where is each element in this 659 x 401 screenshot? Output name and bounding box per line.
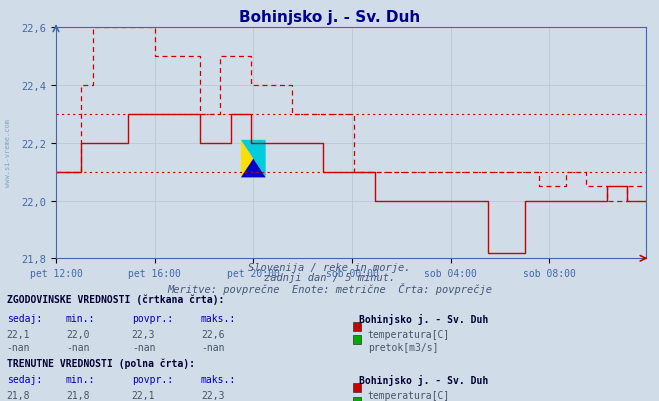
- Text: povpr.:: povpr.:: [132, 313, 173, 323]
- Text: www.si-vreme.com: www.si-vreme.com: [5, 118, 11, 186]
- Text: temperatura[C]: temperatura[C]: [368, 390, 450, 400]
- Text: 22,1: 22,1: [132, 390, 156, 400]
- Text: temperatura[C]: temperatura[C]: [368, 329, 450, 339]
- Text: min.:: min.:: [66, 374, 96, 384]
- Text: min.:: min.:: [66, 313, 96, 323]
- Text: 22,6: 22,6: [201, 329, 225, 339]
- Text: Bohinjsko j. - Sv. Duh: Bohinjsko j. - Sv. Duh: [359, 374, 488, 385]
- Text: ZGODOVINSKE VREDNOSTI (črtkana črta):: ZGODOVINSKE VREDNOSTI (črtkana črta):: [7, 294, 224, 304]
- Polygon shape: [241, 140, 266, 178]
- Text: 22,0: 22,0: [66, 329, 90, 339]
- Text: TRENUTNE VREDNOSTI (polna črta):: TRENUTNE VREDNOSTI (polna črta):: [7, 358, 194, 369]
- Text: zadnji dan / 5 minut.: zadnji dan / 5 minut.: [264, 272, 395, 282]
- Text: sedaj:: sedaj:: [7, 374, 42, 384]
- Text: sedaj:: sedaj:: [7, 313, 42, 323]
- Text: povpr.:: povpr.:: [132, 374, 173, 384]
- Text: -nan: -nan: [201, 342, 225, 352]
- Text: maks.:: maks.:: [201, 374, 236, 384]
- Polygon shape: [241, 159, 266, 178]
- Text: -nan: -nan: [132, 342, 156, 352]
- Text: pretok[m3/s]: pretok[m3/s]: [368, 342, 438, 352]
- Text: 22,1: 22,1: [7, 329, 30, 339]
- Text: maks.:: maks.:: [201, 313, 236, 323]
- Text: -nan: -nan: [7, 342, 30, 352]
- Text: Slovenija / reke in morje.: Slovenija / reke in morje.: [248, 262, 411, 272]
- Polygon shape: [241, 140, 266, 178]
- Text: Bohinjsko j. - Sv. Duh: Bohinjsko j. - Sv. Duh: [239, 10, 420, 25]
- Text: 22,3: 22,3: [201, 390, 225, 400]
- Text: -nan: -nan: [66, 342, 90, 352]
- Text: 22,3: 22,3: [132, 329, 156, 339]
- Text: Bohinjsko j. - Sv. Duh: Bohinjsko j. - Sv. Duh: [359, 313, 488, 324]
- Text: 21,8: 21,8: [7, 390, 30, 400]
- Text: Meritve: povprečne  Enote: metrične  Črta: povprečje: Meritve: povprečne Enote: metrične Črta:…: [167, 282, 492, 294]
- Text: 21,8: 21,8: [66, 390, 90, 400]
